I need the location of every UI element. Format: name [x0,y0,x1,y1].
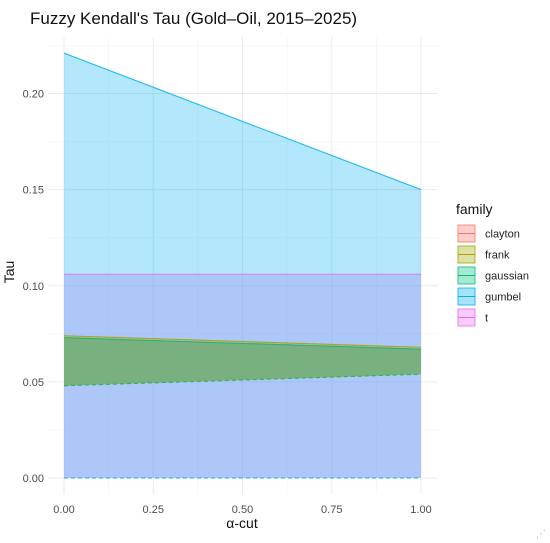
series-lower-line-gaussian [63,373,422,387]
y-axis-ticks: 0.00 0.05 0.10 0.15 0.20 [23,89,44,486]
x-tick-label: 0.25 [143,504,164,516]
series-band-t [64,274,421,478]
y-tick-label: 0.20 [23,89,44,101]
y-axis-label: Tau [1,261,17,284]
series-band-clayton [64,337,421,386]
chart-title: Fuzzy Kendall's Tau (Gold–Oil, 2015–2025… [30,9,357,28]
x-tick-label: 1.00 [410,504,431,516]
series-upper-line-gaussian [63,337,422,350]
series-lines [63,52,422,479]
x-tick-label: 0.75 [321,504,342,516]
legend-label-t: t [485,313,488,325]
x-tick-label: 0.50 [232,504,253,516]
x-axis-label: α-cut [226,515,258,531]
y-tick-label: 0.15 [23,185,44,197]
legend-label-clayton: clayton [485,229,520,241]
series-upper-line-frank [63,335,422,348]
legend-label-frank: frank [485,250,510,262]
x-tick-label: 0.00 [53,504,74,516]
series-upper-line-gumbel [63,52,422,191]
series-band-gaussian [64,337,421,386]
series-areas [64,53,421,478]
legend: family clayton frank gaussian gumbel t [456,201,529,327]
y-tick-label: 0.00 [23,473,44,485]
legend-label-gumbel: gumbel [485,292,521,304]
grid [48,37,438,494]
series-band-gumbel [64,53,421,478]
y-tick-label: 0.05 [23,377,44,389]
x-axis-ticks: 0.00 0.25 0.50 0.75 1.00 [53,504,431,516]
resize-grip-icon[interactable]: ⋰ [536,529,546,540]
legend-label-gaussian: gaussian [485,271,529,283]
series-band-frank [64,335,421,386]
y-tick-label: 0.10 [23,281,44,293]
legend-title: family [456,201,493,217]
